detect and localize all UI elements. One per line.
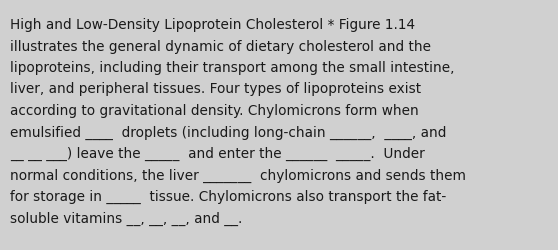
Text: normal conditions, the liver _______  chylomicrons and sends them: normal conditions, the liver _______ chy… [10,168,466,182]
Text: liver, and peripheral tissues. Four types of lipoproteins exist: liver, and peripheral tissues. Four type… [10,82,421,96]
Text: illustrates the general dynamic of dietary cholesterol and the: illustrates the general dynamic of dieta… [10,39,431,53]
Text: lipoproteins, including their transport among the small intestine,: lipoproteins, including their transport … [10,61,455,75]
Text: emulsified ____  droplets (including long-chain ______,  ____, and: emulsified ____ droplets (including long… [10,125,446,139]
Text: High and Low-Density Lipoprotein Cholesterol * Figure 1.14: High and Low-Density Lipoprotein Cholest… [10,18,415,32]
Text: for storage in _____  tissue. Chylomicrons also transport the fat-: for storage in _____ tissue. Chylomicron… [10,189,446,203]
Text: soluble vitamins __, __, __, and __.: soluble vitamins __, __, __, and __. [10,211,242,225]
Text: according to gravitational density. Chylomicrons form when: according to gravitational density. Chyl… [10,104,418,118]
Text: __ __ ___) leave the _____  and enter the ______  _____.  Under: __ __ ___) leave the _____ and enter the… [10,146,425,160]
